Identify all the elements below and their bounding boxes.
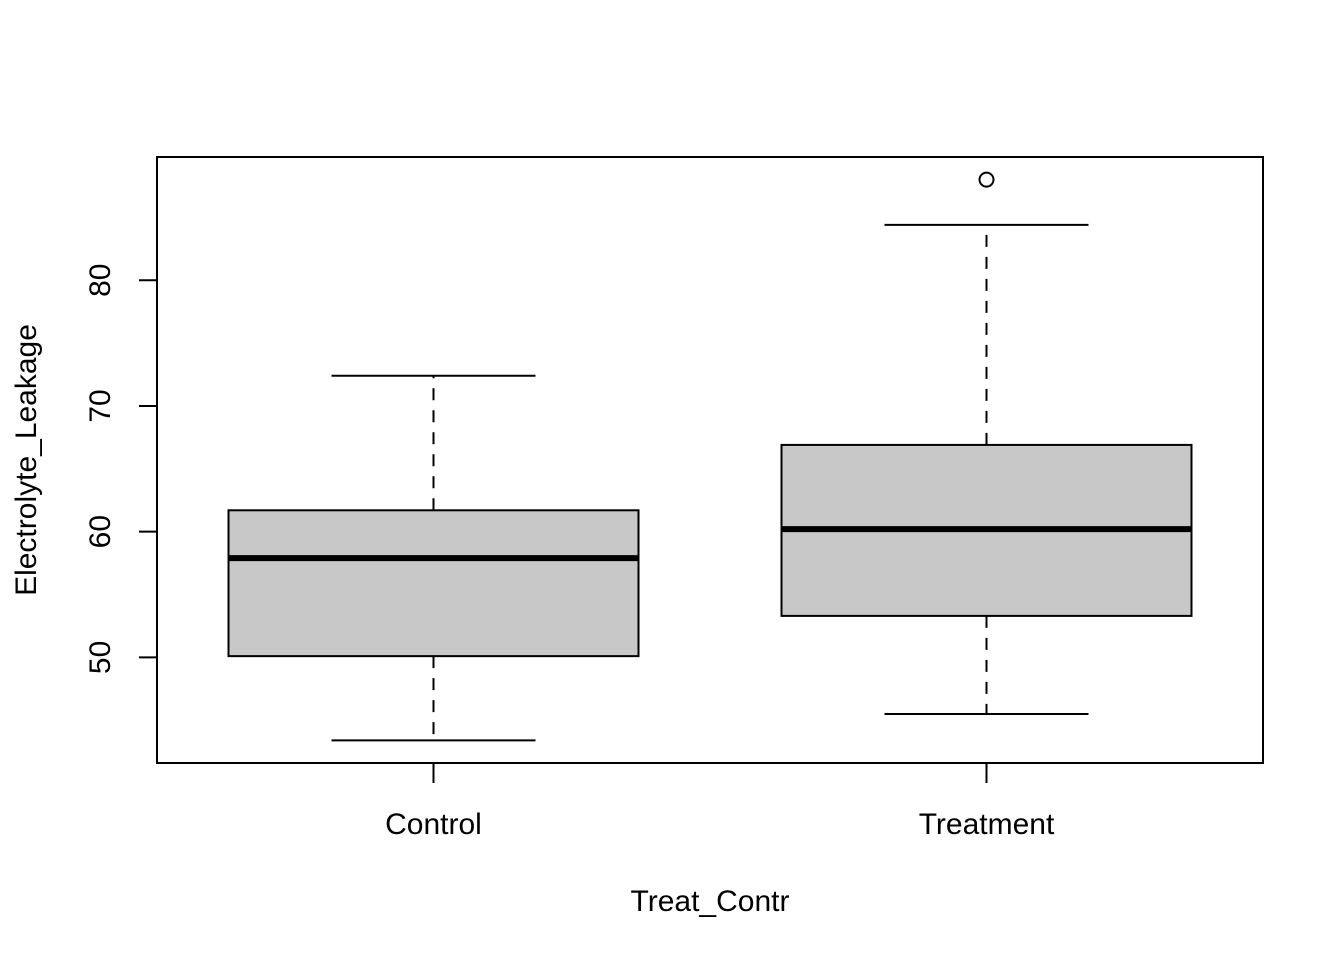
y-axis: 50 60 70 80 [84,264,158,674]
x-axis: Control Treatment [385,762,1055,841]
y-tick-label: 60 [84,515,117,548]
x-tick-label-treatment: Treatment [919,808,1055,841]
y-axis-label: Electrolyte_Leakage [10,324,43,596]
x-tick-label-control: Control [385,808,482,841]
box-control [227,374,640,742]
iqr-box [227,509,640,658]
x-axis-label: Treat_Contr [631,885,790,918]
outlier-point [978,171,995,188]
y-tick-label: 50 [84,641,117,674]
y-tick-label: 70 [84,389,117,422]
boxes-layer [227,171,1193,742]
y-tick-label: 80 [84,264,117,297]
box-treatment [780,171,1193,715]
